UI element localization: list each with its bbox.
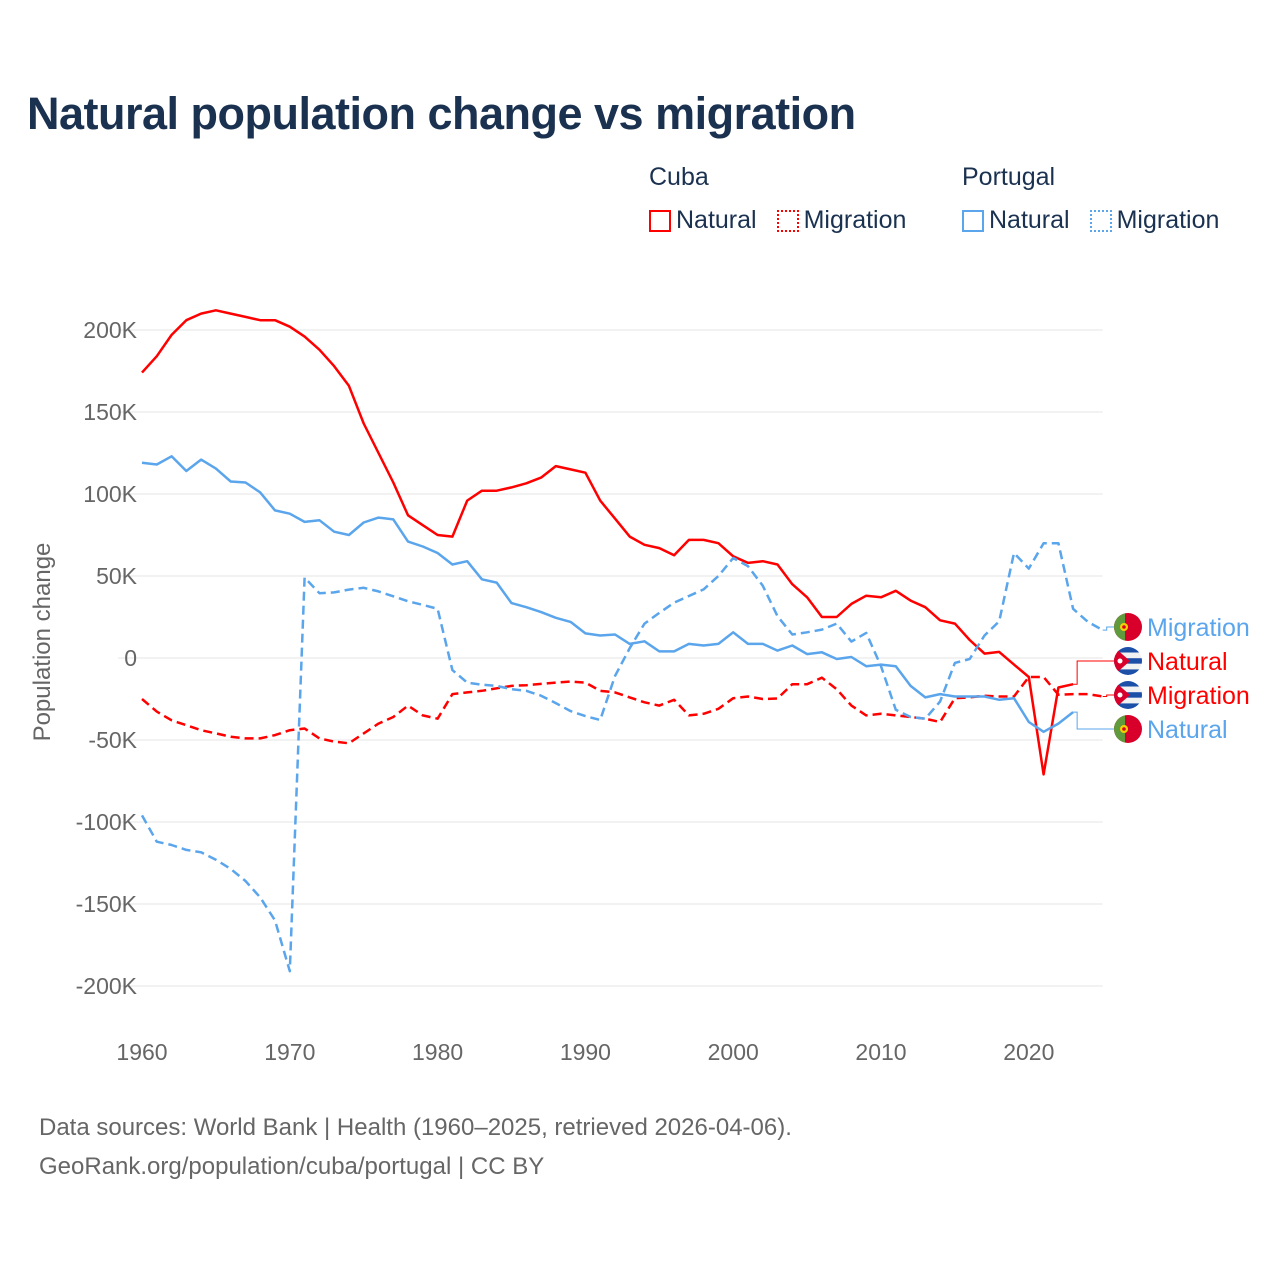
legend-label: Natural [676,206,757,234]
y-tick-label: 100K [83,481,137,507]
y-axis-label: Population change [29,543,56,742]
series-line-portugal-migration [140,541,1104,973]
legend-group-portugal: Portugal Natural Migration [962,163,1219,235]
y-tick-label: 0 [124,645,137,671]
end-label-connector [1073,711,1114,730]
y-tick-label: 150K [83,399,137,425]
end-label-portugal-migration: Migration [1147,614,1250,642]
flag-stripe [1114,697,1142,704]
cuba-flag-icon [1114,647,1142,675]
y-tick-label: -100K [76,809,138,835]
portugal-flag-icon [1114,715,1142,743]
series-line-cuba-migration [141,675,1103,745]
flag-body [1114,681,1142,709]
flag-emblem-center [1122,727,1126,731]
legend-label: Migration [1116,206,1220,234]
flag-star [1117,692,1123,698]
x-tick-label: 1960 [116,1039,167,1065]
y-tick-label: -150K [76,891,138,917]
end-label-cuba-migration: Migration [1147,682,1250,710]
flag-stripe [1114,647,1142,653]
source-note: Data sources: World Bank | Health (1960–… [39,1108,792,1186]
cuba-flag-icon [1114,681,1142,709]
legend-swatch-solid [649,209,671,232]
x-tick-label: 1970 [264,1039,315,1065]
source-line-1: Data sources: World Bank | Health (1960–… [39,1114,792,1141]
flag-stripe [1114,686,1142,693]
x-tick-label: 2020 [1003,1039,1054,1065]
legend-group-cuba: Cuba Natural Migration [649,163,906,235]
end-label-connector [1073,660,1114,685]
flag-body [1114,647,1142,675]
legend-swatch-solid [962,209,984,232]
y-tick-label: 50K [96,563,138,589]
flag-body [1114,613,1142,641]
y-tick-label: -50K [88,727,137,753]
legend-label: Natural [989,206,1070,234]
source-line-2[interactable]: GeoRank.org/population/cuba/portugal | C… [39,1153,545,1180]
flag-green [1114,613,1125,641]
end-label-cuba-natural: Natural [1147,648,1228,676]
end-label-portugal-natural: Natural [1147,716,1228,744]
legend-label: Migration [803,206,907,234]
legend-swatch-dotted [776,209,799,232]
x-tick-label: 2010 [855,1039,906,1065]
series-line-cuba-natural [141,309,1074,776]
x-tick-label: 1990 [560,1039,611,1065]
chart-title: Natural population change vs migration [27,88,856,139]
flag-stripe [1114,703,1142,709]
flag-stripe [1114,652,1142,659]
portugal-flag-icon [1114,613,1142,641]
x-tick-label: 2000 [708,1039,759,1065]
flag-star [1117,658,1123,664]
y-tick-label: 200K [83,317,137,343]
legend-group-title: Portugal [962,163,1056,191]
legend-group-title: Cuba [649,163,709,191]
legend-item-portugal-natural[interactable]: Natural [962,206,1070,235]
x-tick-label: 1980 [412,1039,463,1065]
flag-stripe [1114,669,1142,675]
flag-body [1114,715,1142,743]
flag-stripe [1114,681,1142,687]
end-label-connector [1102,626,1114,631]
flag-stripe [1114,663,1142,670]
y-tick-label: -200K [76,973,138,999]
legend-item-cuba-migration[interactable]: Migration [776,206,907,235]
series-line-portugal-natural [141,455,1074,734]
legend-item-portugal-migration[interactable]: Migration [1089,206,1220,235]
legend-swatch-dotted [1089,209,1112,232]
legend-item-cuba-natural[interactable]: Natural [649,206,757,235]
flag-green [1114,715,1125,743]
end-label-connector [1102,694,1114,698]
flag-emblem-center [1122,625,1126,629]
